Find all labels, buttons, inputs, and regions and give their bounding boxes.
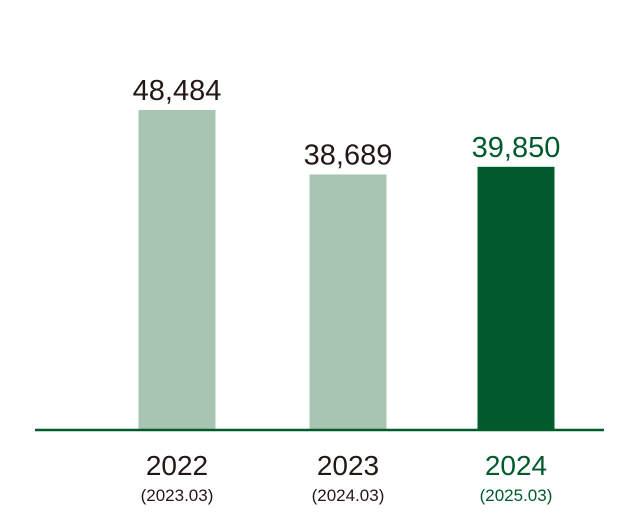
bars-group	[138, 110, 555, 429]
value-label-2023: 38,689	[304, 139, 393, 171]
bar-2023	[309, 174, 387, 429]
bar-2022	[138, 110, 216, 429]
category-label-2023: 2023	[317, 450, 379, 481]
value-label-2024: 39,850	[472, 132, 561, 164]
bar-2024	[477, 166, 555, 429]
category-label-2022: 2022	[146, 450, 208, 481]
category-sublabel-2024: (2025.03)	[480, 486, 553, 505]
value-label-2022: 48,484	[133, 75, 222, 107]
category-sublabel-2023: (2024.03)	[312, 486, 385, 505]
category-sublabel-2022: (2023.03)	[141, 486, 214, 505]
category-label-2024: 2024	[485, 450, 547, 481]
value-labels-group: 48,484 38,689 39,850	[133, 75, 561, 171]
category-labels-group: 2022 (2023.03) 2023 (2024.03) 2024 (2025.03)	[141, 450, 553, 505]
